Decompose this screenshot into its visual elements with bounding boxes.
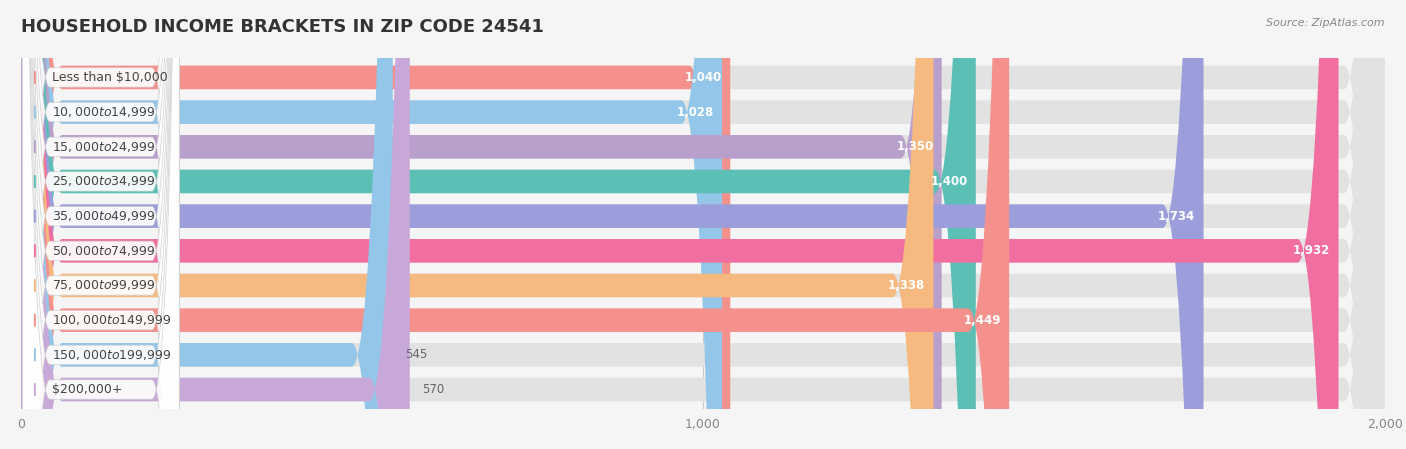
FancyBboxPatch shape	[21, 0, 1385, 449]
FancyBboxPatch shape	[21, 0, 1385, 449]
Text: 545: 545	[405, 348, 427, 361]
FancyBboxPatch shape	[21, 0, 730, 449]
Text: 1,350: 1,350	[896, 140, 934, 153]
FancyBboxPatch shape	[22, 0, 180, 449]
Text: $75,000 to $99,999: $75,000 to $99,999	[52, 278, 155, 292]
Text: 1,932: 1,932	[1294, 244, 1330, 257]
FancyBboxPatch shape	[21, 0, 1204, 449]
Text: 1,734: 1,734	[1159, 210, 1195, 223]
Text: $35,000 to $49,999: $35,000 to $49,999	[52, 209, 155, 223]
FancyBboxPatch shape	[22, 0, 180, 449]
FancyBboxPatch shape	[22, 0, 180, 449]
Text: $200,000+: $200,000+	[52, 383, 122, 396]
Text: HOUSEHOLD INCOME BRACKETS IN ZIP CODE 24541: HOUSEHOLD INCOME BRACKETS IN ZIP CODE 24…	[21, 18, 544, 36]
FancyBboxPatch shape	[22, 0, 180, 449]
FancyBboxPatch shape	[21, 0, 1385, 449]
FancyBboxPatch shape	[22, 0, 180, 449]
FancyBboxPatch shape	[21, 0, 1010, 449]
Text: 1,338: 1,338	[889, 279, 925, 292]
Text: $150,000 to $199,999: $150,000 to $199,999	[52, 348, 172, 362]
Text: $100,000 to $149,999: $100,000 to $149,999	[52, 313, 172, 327]
FancyBboxPatch shape	[21, 0, 1385, 449]
FancyBboxPatch shape	[21, 0, 1385, 449]
FancyBboxPatch shape	[22, 0, 180, 449]
FancyBboxPatch shape	[21, 0, 409, 449]
FancyBboxPatch shape	[22, 0, 180, 449]
FancyBboxPatch shape	[21, 0, 934, 449]
FancyBboxPatch shape	[22, 0, 180, 449]
FancyBboxPatch shape	[21, 0, 723, 449]
Text: $10,000 to $14,999: $10,000 to $14,999	[52, 105, 155, 119]
Text: Less than $10,000: Less than $10,000	[52, 71, 167, 84]
Text: 1,028: 1,028	[676, 106, 714, 119]
FancyBboxPatch shape	[21, 0, 976, 449]
Text: 1,400: 1,400	[931, 175, 967, 188]
Text: 570: 570	[422, 383, 444, 396]
FancyBboxPatch shape	[21, 0, 1385, 449]
FancyBboxPatch shape	[21, 0, 1339, 449]
Text: $50,000 to $74,999: $50,000 to $74,999	[52, 244, 155, 258]
FancyBboxPatch shape	[21, 0, 1385, 449]
Text: 1,449: 1,449	[963, 314, 1001, 327]
Text: $25,000 to $34,999: $25,000 to $34,999	[52, 175, 155, 189]
Text: Source: ZipAtlas.com: Source: ZipAtlas.com	[1267, 18, 1385, 28]
FancyBboxPatch shape	[21, 0, 1385, 449]
FancyBboxPatch shape	[22, 0, 180, 449]
FancyBboxPatch shape	[21, 0, 942, 449]
FancyBboxPatch shape	[21, 0, 1385, 449]
Text: 1,040: 1,040	[685, 71, 723, 84]
FancyBboxPatch shape	[21, 0, 392, 449]
FancyBboxPatch shape	[22, 0, 180, 449]
Text: $15,000 to $24,999: $15,000 to $24,999	[52, 140, 155, 154]
FancyBboxPatch shape	[21, 0, 1385, 449]
